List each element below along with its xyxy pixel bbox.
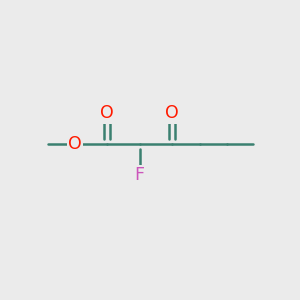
Text: O: O: [68, 135, 82, 153]
Text: O: O: [100, 104, 114, 122]
Text: O: O: [165, 104, 179, 122]
Text: F: F: [135, 166, 145, 184]
